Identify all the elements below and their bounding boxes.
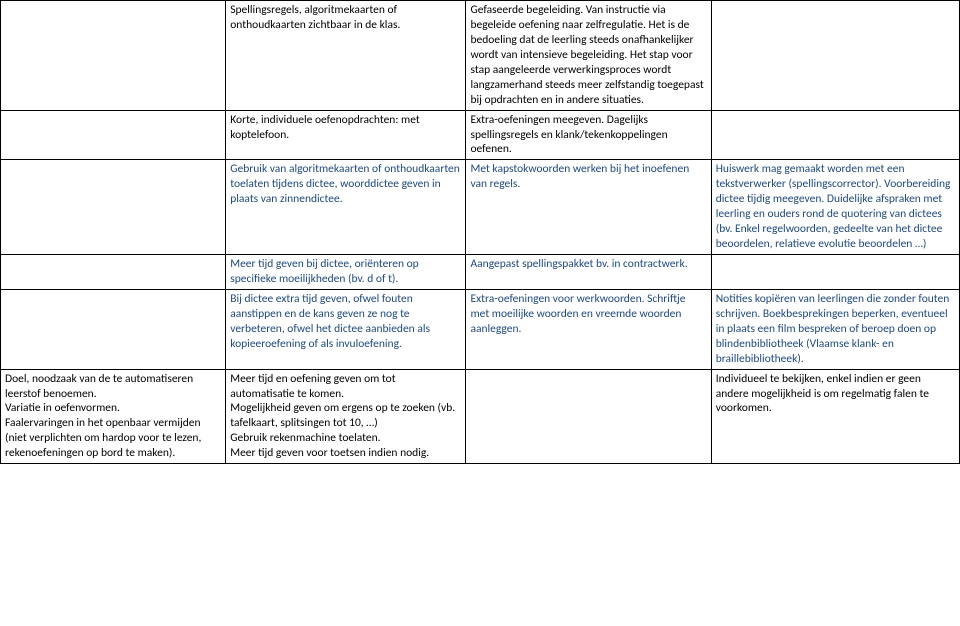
cell-text: Meer tijd geven bij dictee, oriënteren o… [230, 257, 461, 287]
cell-text: Korte, individuele oefenopdrachten: met … [230, 113, 461, 143]
cell-text: Meer tijd en oefening geven om tot autom… [230, 372, 461, 462]
table-row: Doel, noodzaak van de te automatiseren l… [1, 369, 960, 464]
table-row: Meer tijd geven bij dictee, oriënteren o… [1, 255, 960, 290]
cell-text: Aangepast spellingspakket bv. in contrac… [470, 257, 706, 272]
cell-text: Spellingsregels, algoritmekaarten of ont… [230, 3, 461, 33]
table-row: Gebruik van algoritmekaarten of onthoudk… [1, 160, 960, 255]
cell-text: Huiswerk mag gemaakt worden met een teks… [716, 162, 955, 252]
cell-text: Notities kopiëren van leerlingen die zon… [716, 292, 955, 367]
cell-text: Doel, noodzaak van de te automatiseren l… [5, 372, 221, 462]
cell [1, 160, 226, 255]
cell-text: Individueel te bekijken, enkel indien er… [716, 372, 955, 417]
cell [1, 1, 226, 111]
cell-text: Met kapstokwoorden werken bij het inoefe… [470, 162, 706, 192]
cell-text: Gefaseerde begeleiding. Van instructie v… [470, 3, 706, 108]
cell: Huiswerk mag gemaakt worden met een teks… [711, 160, 959, 255]
cell [711, 110, 959, 160]
cell: Doel, noodzaak van de te automatiseren l… [1, 369, 226, 464]
cell: Meer tijd en oefening geven om tot autom… [226, 369, 466, 464]
cell-text: Gebruik van algoritmekaarten of onthoudk… [230, 162, 461, 207]
cell: Extra-oefeningen meegeven. Dagelijks spe… [466, 110, 711, 160]
cell [1, 110, 226, 160]
table-row: Spellingsregels, algoritmekaarten of ont… [1, 1, 960, 111]
cell-text: Extra-oefeningen meegeven. Dagelijks spe… [470, 113, 706, 158]
cell: Notities kopiëren van leerlingen die zon… [711, 289, 959, 369]
cell: Meer tijd geven bij dictee, oriënteren o… [226, 255, 466, 290]
cell: Bij dictee extra tijd geven, ofwel foute… [226, 289, 466, 369]
cell: Aangepast spellingspakket bv. in contrac… [466, 255, 711, 290]
table-row: Bij dictee extra tijd geven, ofwel foute… [1, 289, 960, 369]
cell-text: Extra-oefeningen voor werkwoorden. Schri… [470, 292, 706, 337]
cell-text: Bij dictee extra tijd geven, ofwel foute… [230, 292, 461, 352]
cell [466, 369, 711, 464]
cell [1, 289, 226, 369]
cell: Met kapstokwoorden werken bij het inoefe… [466, 160, 711, 255]
cell [1, 255, 226, 290]
cell [711, 1, 959, 111]
table-row: Korte, individuele oefenopdrachten: met … [1, 110, 960, 160]
cell: Gebruik van algoritmekaarten of onthoudk… [226, 160, 466, 255]
cell: Individueel te bekijken, enkel indien er… [711, 369, 959, 464]
cell: Korte, individuele oefenopdrachten: met … [226, 110, 466, 160]
table-body: Spellingsregels, algoritmekaarten of ont… [1, 1, 960, 464]
cell: Spellingsregels, algoritmekaarten of ont… [226, 1, 466, 111]
guidelines-table: Spellingsregels, algoritmekaarten of ont… [0, 0, 960, 464]
cell: Gefaseerde begeleiding. Van instructie v… [466, 1, 711, 111]
cell [711, 255, 959, 290]
cell: Extra-oefeningen voor werkwoorden. Schri… [466, 289, 711, 369]
